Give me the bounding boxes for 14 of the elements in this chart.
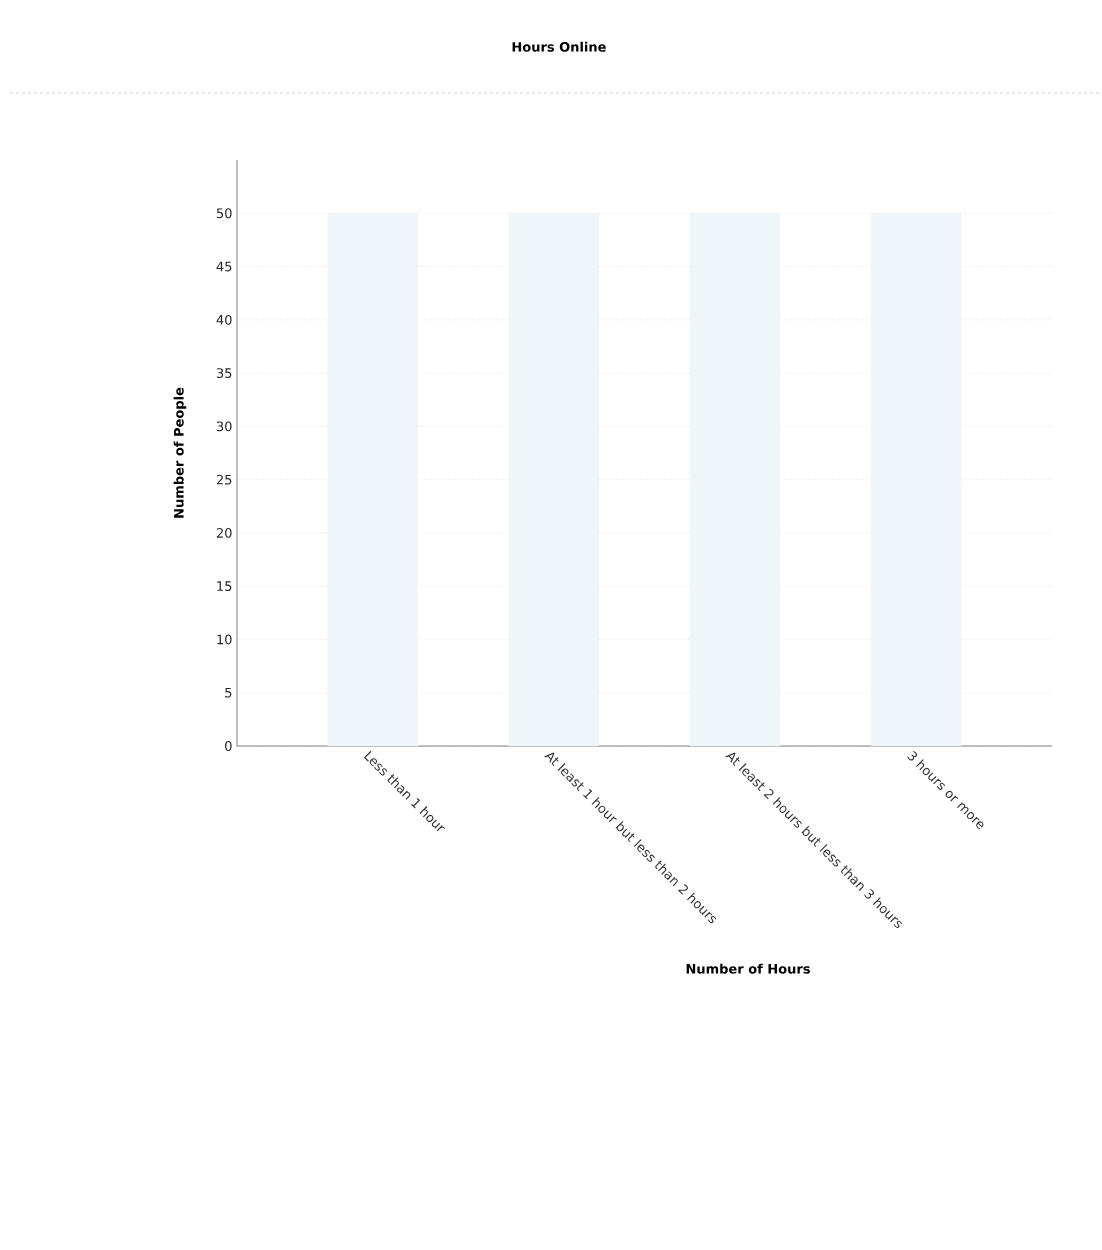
y-tick-label: 15 (217, 581, 232, 592)
y-tick-label: 30 (216, 421, 232, 432)
y-tick-label: 0 (225, 741, 232, 751)
y-tick-label: 25 (216, 474, 232, 485)
y-tick-label: 10 (217, 634, 232, 645)
x-axis-title: Number of Hours (686, 963, 810, 974)
y-tick-label: 50 (216, 208, 232, 219)
y-tick-label: 45 (216, 261, 232, 272)
y-tick-label: 5 (225, 687, 232, 698)
y-tick-label: 40 (216, 314, 232, 325)
chart-title: Hours Online (512, 41, 606, 52)
y-tick-label: 20 (216, 527, 232, 538)
y-tick-label: 35 (216, 368, 232, 379)
y-axis-title: Number of People (173, 387, 187, 518)
